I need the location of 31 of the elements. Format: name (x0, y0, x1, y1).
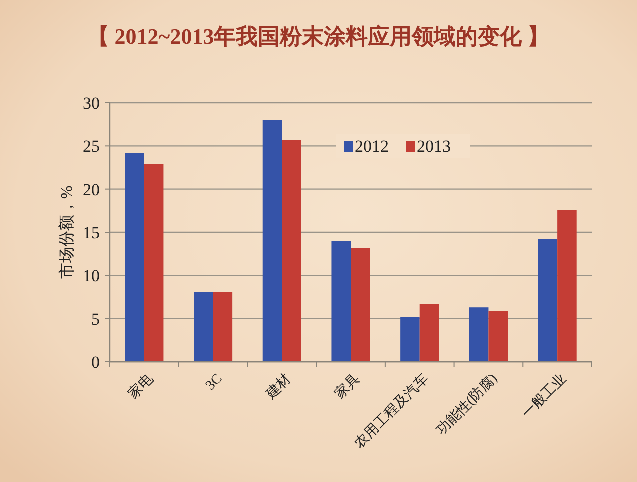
bar (125, 153, 144, 362)
x-tick-label: 家具 (332, 370, 364, 402)
y-tick-label: 5 (92, 310, 100, 329)
y-tick-label: 10 (83, 266, 100, 286)
bar (400, 317, 420, 362)
y-tick-label: 0 (92, 352, 100, 372)
bar (282, 140, 302, 362)
bar (351, 248, 370, 362)
bar (538, 239, 558, 362)
y-axis-title: 市场份额，% (58, 186, 76, 280)
bar (213, 292, 233, 362)
chart-title: 【 2012~2013年我国粉末涂料应用领域的变化 】 (87, 24, 550, 49)
bar (262, 120, 282, 362)
bar (420, 304, 440, 362)
y-tick-label: 30 (83, 94, 100, 113)
bar (558, 210, 577, 362)
legend-label: 2013 (417, 136, 451, 156)
x-tick-label: 家电 (126, 370, 157, 402)
y-tick-label: 20 (83, 180, 100, 200)
y-tick-label: 25 (83, 137, 100, 156)
x-tick-label: 功能性(防腐) (434, 370, 502, 438)
bar (144, 164, 164, 362)
bar (194, 292, 214, 362)
legend-label: 2012 (355, 136, 389, 156)
y-tick-label: 15 (83, 223, 100, 242)
bar (332, 241, 351, 362)
x-tick-label: 3C (203, 372, 226, 394)
bar (488, 311, 508, 362)
x-tick-label: 一般工业 (518, 370, 570, 422)
x-tick-label: 建材 (262, 370, 294, 403)
bar (469, 308, 489, 362)
